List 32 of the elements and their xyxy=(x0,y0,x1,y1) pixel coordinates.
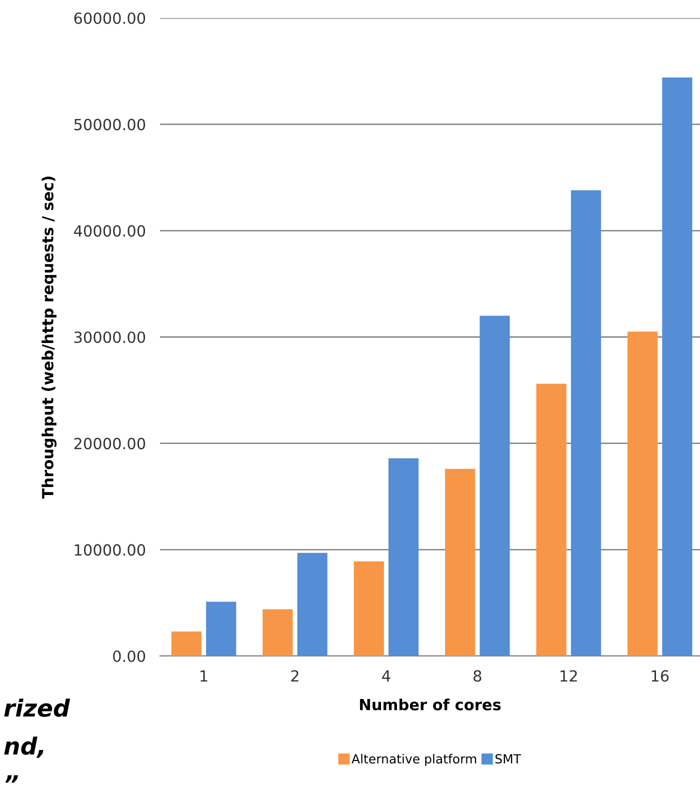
y-tick-label: 30000.00 xyxy=(74,331,146,344)
bar xyxy=(297,552,328,656)
x-tick-label: 12 xyxy=(560,670,577,682)
bar xyxy=(262,609,293,656)
x-axis-title: Number of cores xyxy=(360,698,501,710)
bar xyxy=(536,384,566,656)
text: rized xyxy=(4,698,70,717)
y-tick-label: 0.00 xyxy=(113,650,146,662)
bar xyxy=(480,316,510,656)
x-tick-label: 2 xyxy=(291,670,298,682)
text: ” xyxy=(5,775,18,783)
x-tick-label: 4 xyxy=(382,670,390,682)
x-tick-label: 1 xyxy=(200,670,208,682)
bar xyxy=(570,190,602,656)
x-tick-label: 16 xyxy=(652,670,669,682)
y-tick-label: 40000.00 xyxy=(74,225,146,237)
y-tick-label: 20000.00 xyxy=(74,438,146,450)
y-tick-label: 10000.00 xyxy=(74,544,146,556)
bar xyxy=(445,468,476,656)
y-axis-title: Throughput (web/http requests / sec) xyxy=(42,176,57,499)
legend-label: SMT xyxy=(495,754,522,764)
legend-label: Alternative platform xyxy=(352,754,476,766)
x-tick-label: 8 xyxy=(474,670,482,682)
bar xyxy=(171,632,202,656)
y-tick-label: 50000.00 xyxy=(74,118,146,130)
bar xyxy=(662,78,692,656)
bar xyxy=(388,458,419,656)
bar xyxy=(627,332,658,656)
text: nd, xyxy=(4,736,44,758)
bar xyxy=(206,602,236,656)
bar xyxy=(354,561,384,656)
y-tick-label: 60000.00 xyxy=(74,12,146,24)
